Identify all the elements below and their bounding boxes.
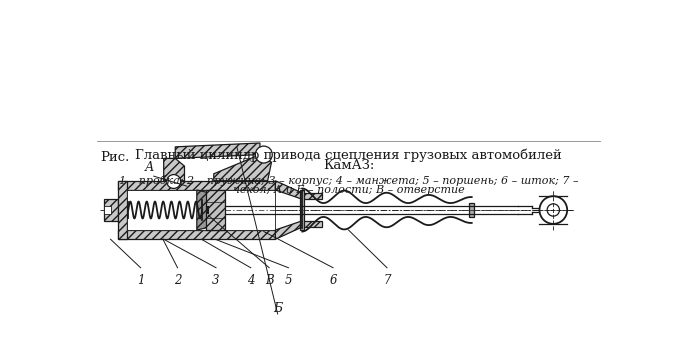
Bar bbox=[118, 181, 126, 239]
Circle shape bbox=[539, 196, 567, 224]
Polygon shape bbox=[197, 190, 207, 230]
Text: 4: 4 bbox=[247, 274, 254, 287]
Bar bbox=[469, 203, 474, 217]
Text: 6: 6 bbox=[329, 274, 337, 287]
Bar bbox=[300, 190, 304, 230]
Text: В: В bbox=[265, 274, 273, 287]
Circle shape bbox=[547, 204, 560, 216]
Text: 3: 3 bbox=[212, 274, 220, 287]
Bar bbox=[118, 230, 275, 239]
Bar bbox=[126, 190, 275, 230]
Polygon shape bbox=[175, 143, 260, 158]
Bar bbox=[303, 221, 322, 227]
Circle shape bbox=[255, 146, 272, 163]
Text: Главный цилиндр привода сцепления грузовых автомобилей: Главный цилиндр привода сцепления грузов… bbox=[135, 149, 562, 162]
Text: КамАЗ:: КамАЗ: bbox=[323, 159, 374, 172]
Polygon shape bbox=[164, 158, 184, 181]
Polygon shape bbox=[275, 181, 303, 199]
Text: 5: 5 bbox=[285, 274, 292, 287]
Text: чехол; А и Б – полости; В – отверстие: чехол; А и Б – полости; В – отверстие bbox=[233, 185, 464, 195]
Circle shape bbox=[167, 175, 181, 189]
Text: 7: 7 bbox=[384, 274, 391, 287]
Text: Рис.: Рис. bbox=[101, 151, 130, 165]
Text: Б: Б bbox=[273, 302, 282, 315]
Text: 2: 2 bbox=[174, 274, 182, 287]
Bar bbox=[103, 199, 118, 221]
Text: А: А bbox=[145, 161, 154, 174]
Bar bbox=[206, 190, 225, 230]
Bar bbox=[303, 193, 322, 199]
Polygon shape bbox=[214, 155, 271, 181]
Text: 1 – пробка; 2 – пружина; 3 – корпус; 4 – манжета; 5 – поршень; 6 – шток; 7 –: 1 – пробка; 2 – пружина; 3 – корпус; 4 –… bbox=[119, 175, 578, 186]
Bar bbox=[118, 181, 275, 190]
Text: 1: 1 bbox=[137, 274, 144, 287]
Polygon shape bbox=[275, 221, 303, 239]
Bar bbox=[105, 206, 111, 214]
